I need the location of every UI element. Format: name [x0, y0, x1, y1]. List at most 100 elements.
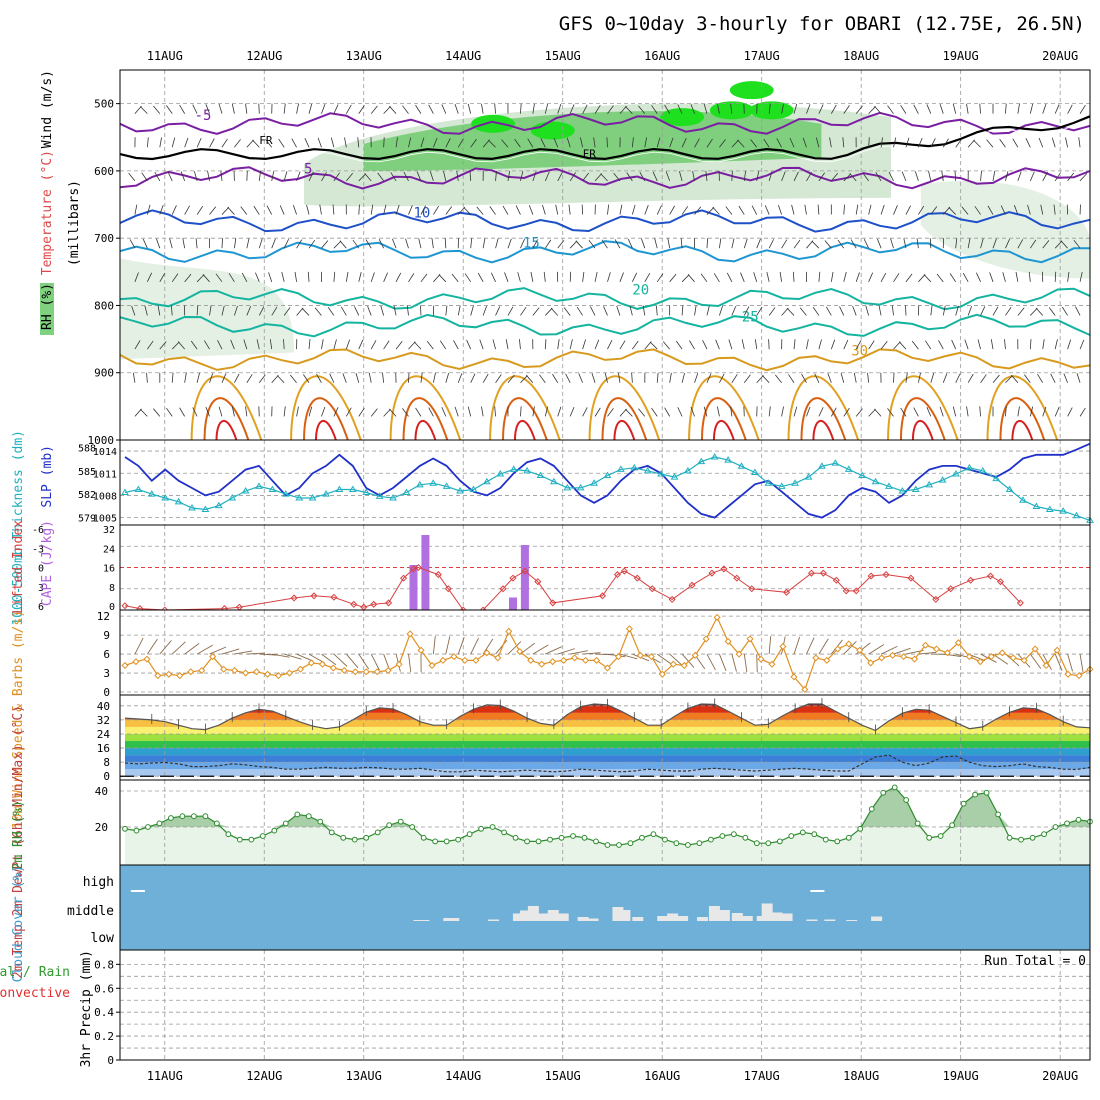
wind-barb — [184, 372, 187, 383]
wind-speed-marker — [614, 653, 622, 661]
wind-barb — [507, 306, 514, 316]
thickness-marker — [523, 466, 531, 474]
wind-barb — [358, 339, 364, 350]
wind-barb — [207, 171, 210, 181]
wind-barb — [781, 171, 786, 182]
wind-barb — [1051, 137, 1056, 148]
lifted-index-marker — [842, 587, 850, 595]
wind-barb — [495, 170, 497, 181]
wind-barb — [818, 638, 829, 655]
wind-barb — [880, 645, 898, 655]
wind-barb — [1067, 271, 1070, 282]
wind-barb — [370, 408, 378, 417]
lifted-index-marker — [932, 595, 940, 603]
wind-speed-marker — [395, 660, 403, 668]
wind-barb — [441, 407, 447, 417]
2m-rh-marker — [397, 818, 404, 825]
wind-barb — [868, 204, 872, 215]
2m-rh-marker — [1064, 820, 1070, 827]
wind-speed-marker — [373, 668, 381, 676]
wind-barb — [292, 204, 297, 215]
wind-barb — [980, 374, 987, 383]
wind-barb — [1000, 205, 1006, 215]
wind-barb — [768, 307, 776, 316]
wind-barb — [911, 340, 919, 350]
wind-barb — [705, 170, 708, 181]
thickness-marker — [375, 492, 384, 499]
2m-rh-marker — [455, 836, 462, 843]
wind-speed-marker — [242, 669, 250, 677]
wind-barb — [131, 305, 136, 316]
2m-rh-marker — [443, 838, 450, 845]
wind-barb — [669, 205, 675, 215]
wind-barb — [256, 339, 260, 350]
wind-barb — [402, 105, 409, 114]
wind-barb — [656, 653, 673, 665]
wind-barb — [528, 205, 534, 215]
lifted-index-marker — [360, 603, 368, 611]
panel-background — [120, 610, 1090, 695]
wind-barb — [507, 170, 511, 181]
wind-speed-marker — [263, 670, 272, 678]
lifted-index-marker — [648, 585, 656, 593]
cloud-middle-bar — [418, 920, 430, 921]
wind-barb — [594, 271, 598, 282]
wind-barb — [532, 644, 549, 655]
y-tick-label: 20 — [95, 821, 108, 834]
wind-barb — [775, 374, 782, 383]
wind-barb — [619, 204, 623, 215]
temperature-contour — [119, 348, 1091, 372]
thickness-marker — [1045, 505, 1054, 513]
wind-speed-marker — [384, 666, 392, 675]
wind-barb — [680, 238, 683, 249]
2m-rh-marker — [156, 820, 163, 827]
wind-speed-marker — [209, 653, 217, 661]
wind-barb — [358, 653, 370, 670]
wind-barb — [719, 238, 722, 249]
wind-barb — [383, 137, 385, 148]
wind-barb — [466, 339, 472, 350]
wind-speed-marker — [900, 653, 908, 661]
wind-barb — [278, 138, 285, 148]
wind-barb — [1063, 373, 1068, 383]
wind-barb — [949, 273, 957, 283]
wind-barb — [420, 372, 423, 383]
wind-barb — [501, 139, 509, 148]
cloud-middle-bar — [448, 918, 460, 921]
wind-barb — [694, 138, 700, 148]
temperature-contour — [119, 166, 1091, 190]
2m-rh-marker — [374, 829, 381, 836]
date-axis-bottom: 11AUG 12AUG 13AUG 14AUG 15AUG 16AUG 17AUG 18AUG… — [147, 1069, 1079, 1083]
wind-barb — [731, 374, 738, 383]
wind-barb — [880, 204, 885, 215]
thickness-marker — [804, 473, 813, 480]
wind-barb — [317, 137, 322, 148]
wind-barb — [625, 408, 633, 417]
wind-barb — [209, 305, 212, 316]
wind-barb — [530, 271, 534, 282]
2m-rh-marker — [799, 829, 806, 836]
thickness-marker — [871, 477, 880, 485]
wind-barb — [649, 341, 658, 350]
wind-speed-marker — [998, 649, 1006, 657]
wind-barb — [445, 206, 453, 215]
wind-barb — [594, 407, 601, 417]
wind-barb — [1011, 374, 1019, 383]
wind-speed-marker — [198, 666, 206, 675]
wind-barb — [184, 205, 190, 215]
wind-barb — [128, 172, 136, 182]
wind-barb — [756, 306, 763, 316]
cloud-middle-bar — [587, 918, 599, 921]
2m-rh-marker — [604, 842, 611, 848]
warm-contour — [986, 375, 1059, 441]
wind-barb — [283, 406, 286, 417]
wind-barb — [606, 137, 608, 148]
wind-barb — [1038, 137, 1044, 148]
temp-band — [124, 748, 1090, 756]
wind-speed-marker — [231, 666, 239, 675]
wind-barb — [428, 407, 434, 417]
wind-barb — [706, 373, 712, 383]
thickness-marker — [1032, 502, 1041, 509]
wind-barb — [505, 339, 509, 350]
warm-contour — [688, 375, 760, 441]
